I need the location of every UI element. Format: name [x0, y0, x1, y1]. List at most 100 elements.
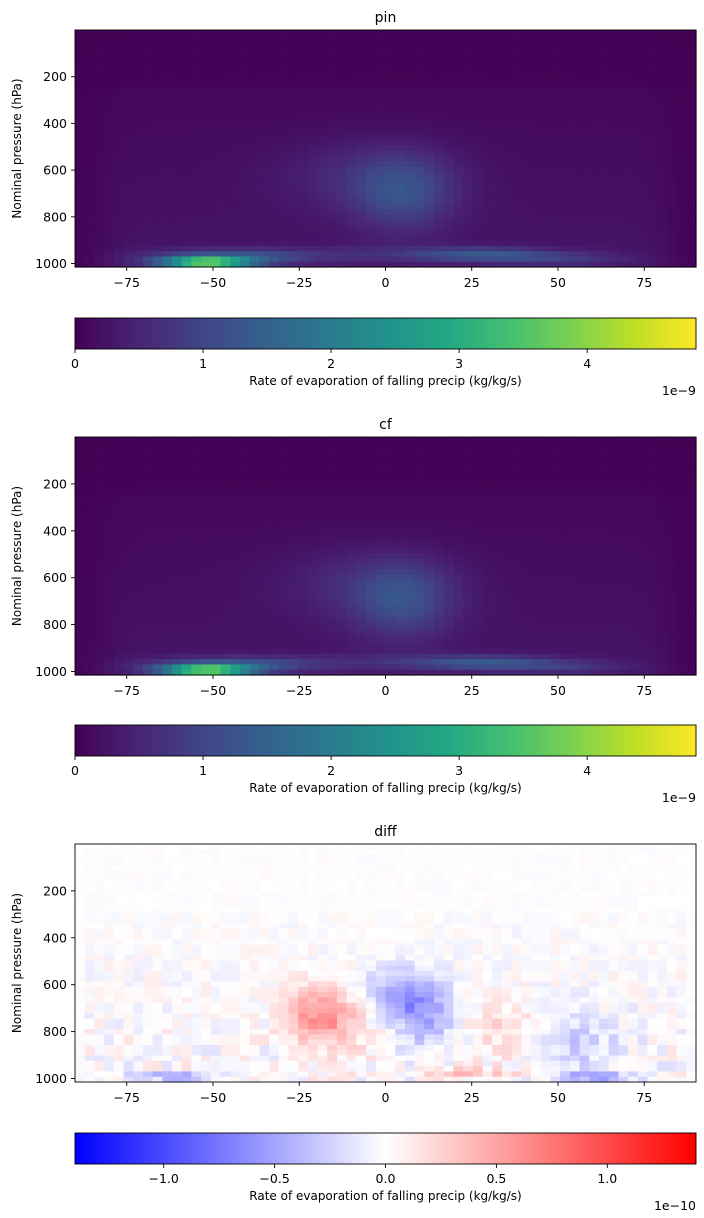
heatmap-cell: [162, 93, 173, 100]
heatmap-cell: [152, 437, 163, 443]
heatmap-cell: [463, 463, 474, 470]
heatmap-cell: [75, 98, 86, 105]
heatmap-cell: [133, 532, 144, 539]
heatmap-cell: [589, 479, 600, 486]
heatmap-cell: [618, 145, 629, 152]
heatmap-cell: [560, 463, 571, 470]
heatmap-cell: [133, 87, 144, 94]
heatmap-cell: [259, 235, 270, 242]
heatmap-cell: [133, 489, 144, 496]
heatmap-cell: [531, 219, 542, 226]
heatmap-cell: [666, 145, 678, 152]
heatmap-cell: [113, 569, 125, 576]
heatmap-cell: [492, 109, 503, 115]
heatmap-cell: [249, 124, 260, 131]
heatmap-cell: [589, 214, 600, 221]
heatmap-cell: [220, 261, 231, 268]
heatmap-cell: [123, 511, 134, 517]
heatmap-cell: [424, 77, 435, 84]
heatmap-cell: [676, 569, 687, 576]
heatmap-cell: [336, 553, 348, 560]
heatmap-cell: [647, 203, 658, 210]
heatmap-cell: [618, 130, 629, 136]
heatmap-cell: [239, 203, 251, 210]
heatmap-cell: [463, 35, 474, 42]
heatmap-cell: [618, 77, 629, 84]
heatmap-cell: [540, 458, 552, 465]
heatmap-cell: [142, 198, 154, 205]
heatmap-cell: [569, 214, 581, 221]
heatmap-cell: [531, 224, 542, 231]
heatmap-cell: [550, 468, 561, 475]
heatmap-cell: [618, 521, 629, 528]
heatmap-cell: [162, 203, 173, 210]
heatmap-cell: [288, 579, 299, 586]
heatmap-cell: [666, 245, 678, 252]
heatmap-cell: [278, 500, 290, 507]
heatmap-cell: [569, 447, 581, 454]
heatmap-cell: [453, 256, 464, 263]
heatmap-cell: [356, 193, 367, 200]
heatmap-cell: [647, 548, 658, 554]
heatmap-cell: [618, 209, 629, 215]
heatmap-cell: [201, 87, 212, 94]
heatmap-cell: [472, 135, 484, 142]
heatmap-cell: [657, 468, 668, 475]
heatmap-cell: [298, 521, 309, 528]
heatmap-cell: [317, 114, 328, 121]
heatmap-cell: [230, 151, 241, 157]
heatmap-cell: [676, 585, 687, 591]
heatmap-cell: [113, 261, 125, 268]
heatmap-cell: [666, 261, 678, 268]
heatmap-cell: [239, 558, 251, 565]
heatmap-cell: [162, 214, 173, 221]
heatmap-cell: [317, 452, 328, 459]
heatmap-cell: [492, 516, 503, 523]
heatmap-cell: [346, 261, 357, 268]
heatmap-cell: [521, 203, 532, 210]
heatmap-cell: [317, 474, 328, 480]
heatmap-cell: [647, 151, 658, 157]
heatmap-cell: [94, 516, 105, 523]
heatmap-cell: [181, 182, 193, 189]
heatmap-cell: [531, 495, 542, 502]
heatmap-cell: [404, 198, 416, 205]
heatmap-cell: [434, 114, 445, 121]
heatmap-cell: [307, 172, 319, 179]
heatmap-cell: [298, 124, 309, 131]
heatmap-cell: [385, 474, 396, 480]
heatmap-cell: [113, 447, 125, 454]
heatmap-cell: [84, 516, 95, 523]
heatmap-cell: [239, 214, 251, 221]
heatmap-cell: [152, 447, 163, 454]
heatmap-cell: [288, 532, 299, 539]
heatmap-cell: [336, 203, 348, 210]
heatmap-cell: [608, 447, 619, 454]
heatmap-cell: [385, 145, 396, 152]
heatmap-cell: [239, 224, 251, 231]
heatmap-cell: [75, 553, 86, 560]
heatmap-cell: [676, 35, 687, 42]
heatmap-cell: [181, 569, 193, 576]
heatmap-cell: [104, 30, 115, 36]
heatmap-cell: [375, 77, 387, 84]
heatmap-cell: [162, 98, 173, 105]
heatmap-cell: [152, 574, 163, 581]
heatmap-cell: [239, 45, 251, 52]
heatmap-cell: [269, 166, 280, 173]
heatmap-cell: [366, 240, 377, 247]
heatmap-cell: [424, 209, 435, 215]
heatmap-cell: [492, 214, 503, 221]
heatmap-cell: [443, 114, 455, 121]
heatmap-cell: [239, 468, 251, 475]
heatmap-cell: [269, 251, 280, 258]
heatmap-cell: [356, 61, 367, 68]
heatmap-cell: [521, 437, 532, 443]
heatmap-cell: [288, 537, 299, 544]
heatmap-cell: [395, 495, 406, 502]
heatmap-cell: [346, 172, 357, 179]
heatmap-cell: [317, 193, 328, 200]
heatmap-cell: [162, 193, 173, 200]
heatmap-cell: [327, 526, 338, 533]
heatmap-cell: [521, 35, 532, 42]
